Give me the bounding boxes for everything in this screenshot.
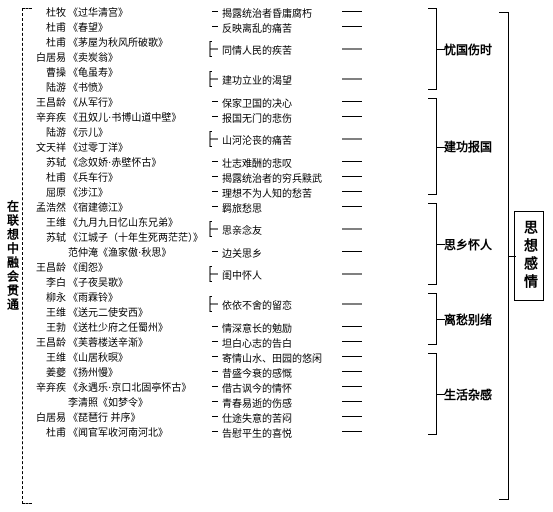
rows-area: 孟浩然《宿建德江》王维《九月九日忆山东兄弟》苏轼《江城子（十年生死两茫茫）》范仲… [32,199,427,289]
rows-area: 杜牧《过华清宫》杜甫《春望》杜甫《茅屋为秋风所破歌》白居易《卖炭翁》曹操《龟虽寿… [32,4,427,94]
left-label: 在联想中融会贯通 [4,4,22,508]
bracket-svg [32,199,427,289]
group-bracket [427,289,437,349]
group-block: 孟浩然《宿建德江》王维《九月九日忆山东兄弟》苏轼《江城子（十年生死两茫茫）》范仲… [32,199,499,289]
right-bracket [499,12,509,500]
group-bracket [427,94,437,199]
right-label: 思想感情 [514,211,544,301]
group-label: 离愁别绪 [437,289,499,349]
rows-area: 王维《山居秋暝》姜夔《扬州慢》辛弃疾《永遇乐·京口北固亭怀古》李清照《如梦令》白… [32,349,427,439]
group-label: 忧国伤时 [437,4,499,94]
rows-area: 王昌龄《从军行》辛弃疾《丑奴儿·书博山道中壁》陆游《示儿》文天祥《过零丁洋》苏轼… [32,94,427,199]
right-label-box: 思想感情 [511,211,547,301]
group-bracket [427,4,437,94]
bracket-svg [32,289,427,349]
bracket-svg [32,349,427,439]
rows-area: 柳永《雨霖铃》王维《送元二使安西》王勃《送杜少府之任蜀州》王昌龄《芙蓉楼送辛渐》… [32,289,427,349]
group-bracket [427,349,437,439]
content-column: 杜牧《过华清宫》杜甫《春望》杜甫《茅屋为秋风所破歌》白居易《卖炭翁》曹操《龟虽寿… [32,4,499,508]
group-label: 思乡怀人 [437,199,499,289]
group-label: 生活杂感 [437,349,499,439]
group-bracket [427,199,437,289]
group-block: 柳永《雨霖铃》王维《送元二使安西》王勃《送杜少府之任蜀州》王昌龄《芙蓉楼送辛渐》… [32,289,499,349]
group-block: 杜牧《过华清宫》杜甫《春望》杜甫《茅屋为秋风所破歌》白居易《卖炭翁》曹操《龟虽寿… [32,4,499,94]
diagram-root: 在联想中融会贯通 杜牧《过华清宫》杜甫《春望》杜甫《茅屋为秋风所破歌》白居易《卖… [0,0,553,512]
bracket-svg [32,94,427,199]
group-label: 建功报国 [437,94,499,199]
group-block: 王昌龄《从军行》辛弃疾《丑奴儿·书博山道中壁》陆游《示儿》文天祥《过零丁洋》苏轼… [32,94,499,199]
left-bracket [22,8,32,504]
group-block: 王维《山居秋暝》姜夔《扬州慢》辛弃疾《永遇乐·京口北固亭怀古》李清照《如梦令》白… [32,349,499,439]
bracket-svg [32,4,427,94]
